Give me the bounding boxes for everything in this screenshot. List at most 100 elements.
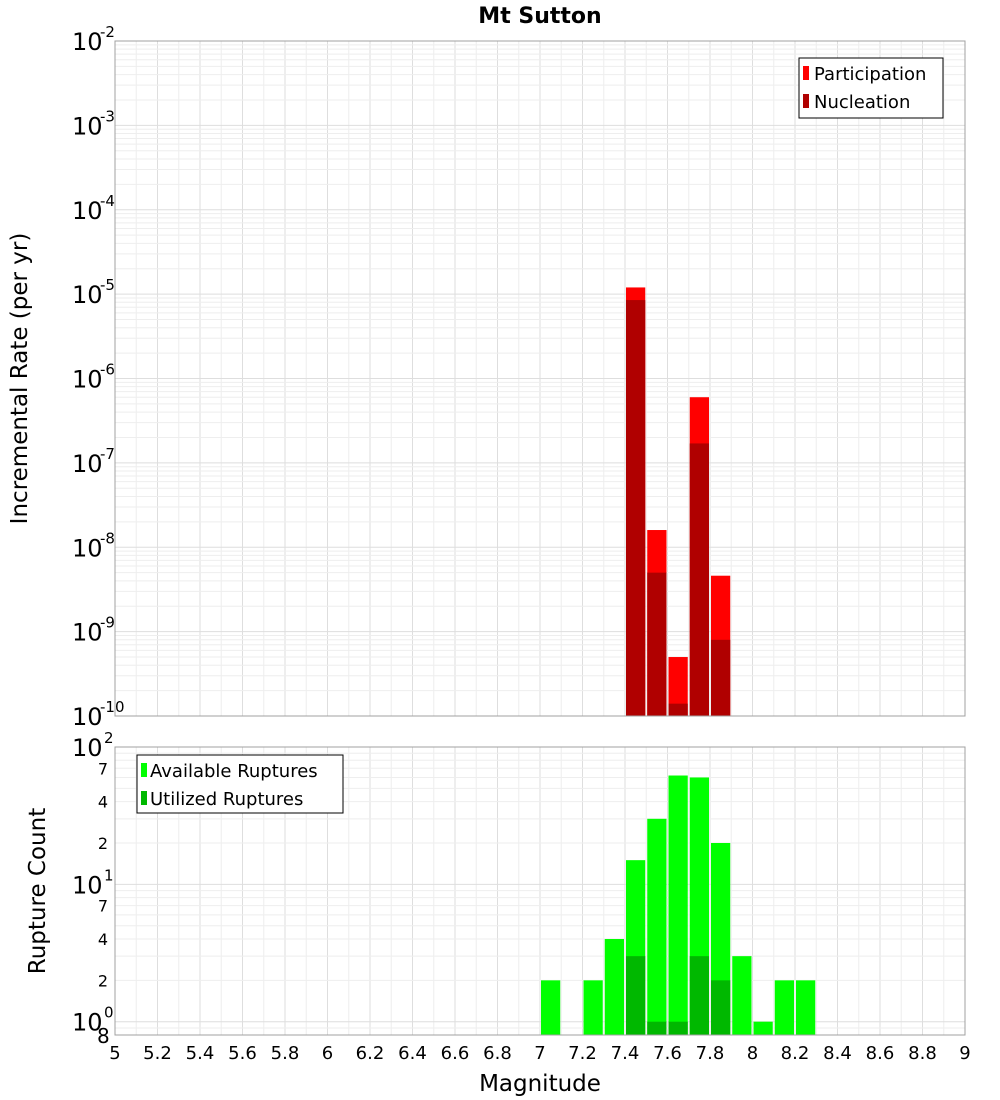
bar-utilized-ruptures-7.85	[711, 980, 731, 1035]
top-y-tick-base: 10	[72, 450, 103, 478]
x-tick-label: 6.6	[441, 1043, 470, 1064]
bar-available-ruptures-7.25	[583, 980, 603, 1035]
bar-available-ruptures-7.65	[668, 775, 688, 1035]
top-y-tick-exp: -3	[100, 107, 115, 125]
top-y-tick-label: 10-8	[72, 529, 115, 562]
top-y-tick-exp: -10	[100, 698, 125, 716]
x-tick-label: 8.6	[866, 1043, 895, 1064]
bottom-y-minor-tick-label: 7	[98, 759, 108, 778]
x-tick-label: 7	[534, 1043, 545, 1064]
top-y-tick-exp: -2	[100, 23, 115, 41]
bar-nucleation-7.65	[668, 703, 688, 716]
bottom-legend: Available Ruptures Utilized Ruptures	[136, 754, 344, 814]
bar-utilized-ruptures-7.65	[668, 1021, 688, 1035]
bottom-y-minor-tick-label: 7	[98, 897, 108, 916]
bar-available-ruptures-7.55	[647, 818, 667, 1035]
bottom-plot-border	[114, 746, 966, 1036]
top-y-tick-label: 10-6	[72, 361, 115, 394]
top-y-tick-base: 10	[72, 619, 103, 647]
top-y-tick-exp: -5	[100, 276, 115, 294]
bottom-y-tick-exp: 2	[104, 729, 114, 747]
top-y-tick-base: 10	[72, 366, 103, 394]
legend-swatch-participation	[803, 66, 809, 80]
top-y-tick-label: 10-2	[72, 23, 115, 56]
top-y-tick-label: 10-10	[72, 698, 125, 731]
top-plot-border	[114, 40, 966, 717]
x-tick-label: 9	[959, 1043, 970, 1064]
bar-participation-7.65	[668, 657, 688, 716]
bar-available-ruptures-7.35	[604, 939, 624, 1035]
top-y-tick-label: 10-3	[72, 107, 115, 140]
x-tick-label: 8.4	[823, 1043, 852, 1064]
bottom-y-tick-exp: 0	[104, 1004, 114, 1022]
legend-label-available-ruptures: Available Ruptures	[150, 761, 318, 782]
legend-swatch-utilized-ruptures	[141, 791, 147, 805]
top-y-tick-exp: -8	[100, 529, 115, 547]
bar-utilized-ruptures-7.75	[689, 956, 709, 1035]
bottom-y-tick-exp: 1	[104, 866, 114, 884]
x-tick-label: 5.8	[271, 1043, 300, 1064]
bottom-y-tick-label: 10 0	[72, 1004, 114, 1037]
x-tick-label: 6.8	[483, 1043, 512, 1064]
top-y-axis-label: Incremental Rate (per yr)	[7, 233, 33, 525]
top-y-tick-exp: -9	[100, 614, 115, 632]
top-y-tick-exp: -6	[100, 361, 115, 379]
x-tick-label: 7.8	[696, 1043, 725, 1064]
x-axis-label: Magnitude	[479, 1071, 601, 1097]
bottom-y-minor-tick-label: 2	[98, 971, 108, 990]
x-tick-label: 5.6	[228, 1043, 257, 1064]
bar-available-ruptures-8.15	[774, 980, 794, 1035]
top-y-tick-exp: -4	[100, 192, 115, 210]
bottom-y-min-label: 8	[97, 1024, 110, 1048]
top-y-tick-label: 10-9	[72, 614, 115, 647]
bottom-y-minor-tick-label: 4	[98, 793, 108, 812]
x-tick-label: 6.2	[356, 1043, 385, 1064]
bar-available-ruptures-7.05	[541, 980, 561, 1035]
x-tick-label: 7.4	[611, 1043, 640, 1064]
bar-available-ruptures-8.25	[796, 980, 816, 1035]
bar-available-ruptures-8.05	[753, 1021, 773, 1035]
x-tick-label: 7.6	[653, 1043, 682, 1064]
top-legend-box	[798, 57, 944, 119]
x-tick-label: 6	[322, 1043, 333, 1064]
series-utilized-ruptures	[626, 956, 731, 1035]
top-y-tick-base: 10	[72, 112, 103, 140]
bottom-y-tick-base: 10	[72, 734, 103, 762]
x-tick-label: 5.4	[186, 1043, 215, 1064]
bottom-y-tick-label: 10 1	[72, 866, 114, 899]
top-y-tick-exp: -7	[100, 445, 115, 463]
bar-nucleation-7.55	[647, 572, 667, 716]
top-y-tick-base: 10	[72, 197, 103, 225]
bar-utilized-ruptures-7.45	[626, 956, 646, 1035]
top-legend: Participation Nucleation	[798, 57, 944, 119]
legend-label-utilized-ruptures: Utilized Ruptures	[150, 789, 303, 810]
top-y-tick-label: 10-7	[72, 445, 115, 478]
bar-nucleation-7.75	[689, 443, 709, 716]
top-y-tick-base: 10	[72, 28, 103, 56]
bottom-y-tick-label: 10 2	[72, 729, 114, 762]
legend-swatch-nucleation	[803, 94, 809, 108]
legend-label-nucleation: Nucleation	[814, 92, 910, 113]
bar-nucleation-7.85	[711, 639, 731, 716]
top-y-tick-base: 10	[72, 534, 103, 562]
chart-title: Mt Sutton	[478, 4, 601, 29]
x-tick-label: 8.2	[781, 1043, 810, 1064]
x-tick-label: 8	[747, 1043, 758, 1064]
top-y-tick-base: 10	[72, 703, 103, 731]
x-tick-label: 5	[109, 1043, 120, 1064]
legend-label-participation: Participation	[814, 64, 926, 85]
x-tick-label: 8.8	[908, 1043, 937, 1064]
bar-utilized-ruptures-7.55	[647, 1021, 667, 1035]
bottom-legend-box	[136, 754, 344, 814]
bottom-y-axis-label: Rupture Count	[25, 808, 51, 974]
bar-available-ruptures-7.95	[732, 956, 752, 1035]
x-tick-label: 6.4	[398, 1043, 427, 1064]
top-y-tick-label: 10-5	[72, 276, 115, 309]
top-panel: 10-1010-910-810-710-610-510-410-310-2Inc…	[7, 23, 966, 1035]
series-nucleation	[626, 300, 731, 716]
bottom-y-tick-base: 10	[72, 871, 103, 899]
bottom-y-tick-base: 10	[72, 1009, 103, 1037]
x-tick-label: 7.2	[568, 1043, 597, 1064]
